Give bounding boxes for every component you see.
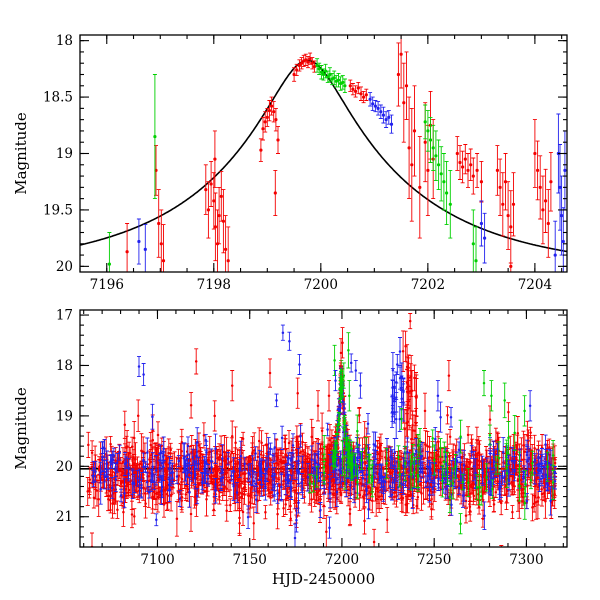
series-green-points <box>107 63 478 266</box>
y-tick-label: 20 <box>56 459 73 475</box>
panel-bottom-data <box>80 313 567 547</box>
y-tick-label: 18.5 <box>43 90 73 106</box>
panel-bottom-axes <box>80 310 567 548</box>
x-tick-label: 7202 <box>411 277 445 293</box>
panel-top-labels: 7196 7198 7200 7202 7204 18 18.5 19 19.5 20 Magnit… <box>12 33 552 293</box>
survey-errorbars <box>85 330 558 547</box>
x-tick-label: 7150 <box>233 552 267 568</box>
x-tick-label: 7100 <box>140 552 174 568</box>
y-tick-label: 19 <box>56 408 73 424</box>
y-tick-label: 21 <box>56 509 73 525</box>
panel-bottom-labels: 7100 7150 7200 7250 7300 17 18 19 20 21 Magnitude H… <box>12 308 544 589</box>
x-tick-label: 7200 <box>304 277 338 293</box>
series-green-outliers-errorbars <box>332 332 527 427</box>
y-tick-label: 18 <box>56 358 73 374</box>
x-tick-label: 7198 <box>197 277 231 293</box>
y-axis-label: Magnitude <box>12 112 30 195</box>
y-tick-label: 18 <box>56 33 73 49</box>
panel-top-axes <box>79 35 567 272</box>
x-axis-label: HJD-2450000 <box>272 570 375 588</box>
panel-top-frame <box>79 34 568 273</box>
x-tick-label: 7250 <box>417 552 451 568</box>
x-tick-label: 7200 <box>325 552 359 568</box>
x-tick-label: 7204 <box>518 277 552 293</box>
y-tick-label: 20 <box>56 259 73 275</box>
series-red-errorbars <box>125 35 553 272</box>
x-tick-label: 7300 <box>509 552 543 568</box>
panel-top-data <box>80 35 567 272</box>
series-green-outliers-points <box>333 349 526 413</box>
series-blue-outliers-points <box>137 331 532 408</box>
model-curve <box>80 59 567 253</box>
y-tick-label: 17 <box>56 308 73 324</box>
y-tick-label: 19.5 <box>43 202 73 218</box>
series-blue-points <box>137 97 567 257</box>
y-axis-label: Magnitude <box>12 387 30 470</box>
survey-points <box>308 368 555 525</box>
y-tick-label: 19 <box>56 146 73 162</box>
panel-bottom-frame <box>79 309 568 548</box>
x-tick-label: 7196 <box>90 277 124 293</box>
series-red-outliers-points <box>194 319 451 418</box>
series-red-points <box>125 52 553 268</box>
